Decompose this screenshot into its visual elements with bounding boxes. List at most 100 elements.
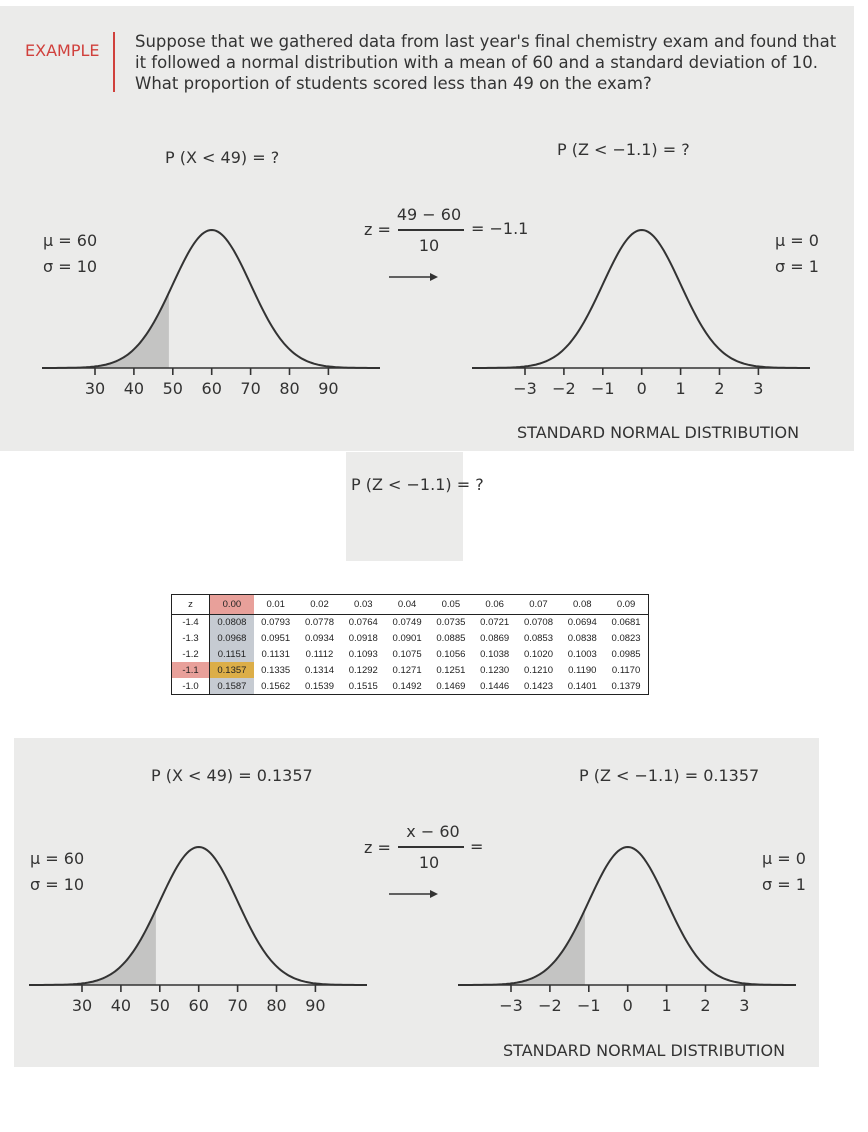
problem-line: Suppose that we gathered data from last …	[135, 32, 837, 51]
top-formula-result: = −1.1	[471, 219, 529, 238]
top-formula-z: z =	[364, 220, 391, 239]
tick-label: −3	[513, 379, 537, 398]
bottom-left-normal-curve: 30 40 50 60 70 80 90	[29, 845, 367, 1015]
tick-label: 3	[739, 996, 749, 1015]
row-z-value: -1.1	[171, 662, 210, 679]
table-row: -1.1 0.1357 0.1335 0.1314 0.1292 0.1271 0.1251…	[171, 662, 649, 679]
probability-cell: 0.1587	[209, 678, 254, 695]
example-label: EXAMPLE	[25, 41, 100, 60]
probability-cell: 0.1314	[304, 664, 335, 676]
tick-label: 0	[623, 996, 633, 1015]
bottom-right-probability: P (Z < −1.1) = 0.1357	[579, 766, 760, 785]
probability-cell: 0.1151	[209, 646, 254, 663]
probability-cell: 0.0721	[480, 617, 510, 629]
tick-label: 60	[189, 996, 209, 1015]
table-row: -1.0 0.1587 0.1562 0.1539 0.1515 0.1492 0.1469…	[171, 678, 649, 695]
top-formula-fraction-bar	[398, 229, 464, 231]
middle-panel	[346, 452, 463, 561]
top-right-sd: σ = 1	[775, 257, 819, 276]
tick-label: 3	[753, 379, 763, 398]
probability-cell: 0.1020	[523, 648, 553, 660]
probability-cell: 0.1539	[304, 680, 335, 692]
row-z-value: -1.3	[171, 630, 210, 647]
probability-cell: 0.0694	[567, 617, 597, 629]
top-arrow-icon	[389, 273, 438, 281]
tick-label: 80	[266, 996, 286, 1015]
probability-cell: 0.0918	[348, 633, 378, 645]
curve-line	[458, 845, 796, 986]
column-header: 0.07	[516, 594, 561, 615]
table-row: -1.3 0.0968 0.0951 0.0934 0.0918 0.0901 0.0885…	[171, 630, 649, 647]
tick-label: 1	[662, 996, 672, 1015]
probability-cell: 0.1446	[480, 680, 510, 692]
probability-cell: 0.1292	[348, 664, 378, 676]
curve-line	[42, 228, 380, 369]
top-formula-numerator: 49 − 60	[396, 205, 462, 224]
tick-label: 1	[676, 379, 686, 398]
bottom-panel	[14, 738, 819, 1067]
top-right-probability: P (Z < −1.1) = ?	[557, 140, 690, 159]
bottom-formula-numerator: x − 60	[406, 822, 460, 841]
column-header: 0.03	[341, 594, 386, 615]
top-left-mean: μ = 60	[43, 231, 98, 250]
probability-cell: 0.1075	[392, 648, 422, 660]
probability-cell: 0.1562	[261, 680, 291, 692]
probability-cell: 0.1131	[261, 648, 290, 660]
tick-label: 90	[305, 996, 325, 1015]
probability-cell: 0.0951	[261, 633, 291, 645]
shaded-area	[458, 909, 585, 985]
tick-label: 50	[150, 996, 170, 1015]
probability-cell: 0.1112	[305, 648, 334, 660]
top-left-probability: P (X < 49) = ?	[165, 148, 280, 167]
bottom-formula-z: z =	[364, 838, 391, 857]
probability-cell: 0.0735	[436, 617, 466, 629]
column-header: 0.04	[385, 594, 429, 615]
tick-label: 50	[163, 379, 183, 398]
problem-statement: Suppose that we gathered data from last …	[135, 31, 837, 94]
probability-cell: 0.1515	[348, 680, 378, 692]
probability-cell: 0.0968	[209, 630, 254, 647]
top-left-normal-curve: 30 40 50 60 70 80 90	[42, 228, 380, 398]
top-caption: STANDARD NORMAL DISTRIBUTION	[517, 423, 800, 442]
bottom-arrow-icon	[389, 890, 438, 898]
bottom-caption: STANDARD NORMAL DISTRIBUTION	[503, 1041, 786, 1060]
tick-label: 30	[72, 996, 92, 1015]
row-z-value: -1.4	[171, 614, 210, 631]
column-header: 0.01	[253, 594, 298, 615]
probability-cell: 0.0778	[304, 617, 335, 629]
column-header: 0.02	[297, 594, 342, 615]
column-header: 0.00	[209, 594, 254, 615]
bottom-left-sd: σ = 10	[30, 875, 85, 894]
probability-cell: 0.0764	[348, 617, 378, 629]
probability-cell: 0.1093	[348, 648, 378, 660]
example-divider	[113, 32, 115, 92]
probability-cell: 0.1210	[523, 664, 553, 676]
bottom-right-mean: μ = 0	[762, 849, 806, 868]
top-right-mean: μ = 0	[775, 231, 819, 250]
tick-label: −2	[552, 379, 576, 398]
tick-label: −3	[499, 996, 523, 1015]
probability-cell: 0.1469	[436, 680, 466, 692]
tick-label: 2	[714, 379, 724, 398]
probability-cell: 0.1357	[209, 662, 254, 679]
probability-cell: 0.0934	[304, 633, 335, 645]
top-formula-denominator: 10	[418, 236, 440, 255]
probability-cell: 0.0708	[523, 617, 553, 629]
row-z-value: -1.0	[171, 678, 210, 695]
probability-cell: 0.1251	[436, 664, 466, 676]
bottom-right-sd: σ = 1	[762, 875, 806, 894]
tick-label: 0	[637, 379, 647, 398]
column-header: 0.08	[560, 594, 605, 615]
tick-label: −1	[577, 996, 601, 1015]
top-panel	[0, 6, 854, 451]
tick-label: 30	[85, 379, 105, 398]
probability-cell: 0.0681	[611, 617, 641, 629]
bottom-right-normal-curve: −3 −2 −1 0 1 2 3	[458, 845, 796, 1015]
probability-cell: 0.1423	[523, 680, 553, 692]
probability-cell: 0.1335	[261, 664, 291, 676]
probability-cell: 0.0823	[611, 633, 641, 645]
probability-cell: 0.0869	[480, 633, 510, 645]
column-header: 0.05	[428, 594, 473, 615]
bottom-left-mean: μ = 60	[30, 849, 85, 868]
tick-label: −2	[538, 996, 562, 1015]
